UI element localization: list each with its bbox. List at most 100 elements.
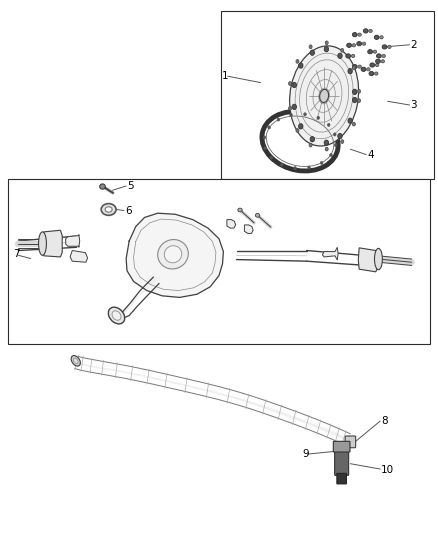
- Ellipse shape: [325, 41, 328, 45]
- Ellipse shape: [352, 122, 355, 126]
- Ellipse shape: [361, 67, 366, 71]
- Ellipse shape: [380, 36, 383, 39]
- Ellipse shape: [348, 68, 352, 74]
- Ellipse shape: [348, 118, 352, 124]
- Ellipse shape: [352, 66, 355, 70]
- Ellipse shape: [375, 63, 379, 67]
- Ellipse shape: [308, 166, 311, 169]
- Text: 6: 6: [125, 206, 131, 215]
- Ellipse shape: [309, 45, 312, 49]
- Ellipse shape: [374, 35, 379, 39]
- Ellipse shape: [289, 82, 292, 85]
- Ellipse shape: [292, 83, 297, 88]
- Ellipse shape: [292, 104, 297, 109]
- Ellipse shape: [290, 114, 292, 117]
- Bar: [8, 179, 430, 344]
- Polygon shape: [322, 247, 338, 260]
- Ellipse shape: [290, 46, 359, 146]
- Ellipse shape: [158, 239, 188, 269]
- Ellipse shape: [375, 59, 380, 63]
- Ellipse shape: [296, 60, 299, 63]
- Ellipse shape: [357, 99, 360, 102]
- Ellipse shape: [351, 54, 355, 58]
- Ellipse shape: [334, 143, 337, 147]
- Ellipse shape: [309, 143, 312, 147]
- Polygon shape: [126, 213, 223, 297]
- Polygon shape: [70, 251, 88, 262]
- Ellipse shape: [367, 68, 370, 71]
- FancyBboxPatch shape: [335, 449, 349, 475]
- Ellipse shape: [341, 140, 344, 143]
- Ellipse shape: [363, 29, 368, 33]
- Text: 5: 5: [127, 181, 134, 191]
- Polygon shape: [43, 230, 62, 257]
- Ellipse shape: [296, 128, 299, 132]
- Text: 9: 9: [302, 449, 309, 459]
- Polygon shape: [244, 225, 253, 233]
- Polygon shape: [66, 235, 80, 247]
- Ellipse shape: [268, 126, 270, 129]
- Ellipse shape: [39, 232, 46, 255]
- Ellipse shape: [304, 112, 306, 116]
- Text: 8: 8: [381, 416, 388, 426]
- Ellipse shape: [357, 90, 360, 93]
- Text: 2: 2: [410, 40, 417, 50]
- Bar: [221, 11, 434, 179]
- Ellipse shape: [333, 133, 336, 136]
- Ellipse shape: [353, 98, 357, 103]
- Ellipse shape: [71, 356, 81, 366]
- Ellipse shape: [358, 65, 361, 68]
- Ellipse shape: [262, 111, 338, 171]
- Ellipse shape: [310, 50, 314, 55]
- Ellipse shape: [373, 50, 377, 53]
- Ellipse shape: [100, 184, 105, 189]
- Ellipse shape: [352, 64, 357, 69]
- Text: 3: 3: [410, 100, 417, 110]
- Ellipse shape: [299, 124, 303, 129]
- Ellipse shape: [324, 140, 328, 146]
- Ellipse shape: [105, 207, 112, 212]
- Ellipse shape: [369, 29, 372, 33]
- Ellipse shape: [358, 33, 361, 36]
- Ellipse shape: [310, 136, 314, 142]
- Ellipse shape: [362, 42, 366, 45]
- Ellipse shape: [353, 89, 357, 94]
- Ellipse shape: [317, 116, 320, 119]
- Ellipse shape: [255, 213, 260, 217]
- Ellipse shape: [374, 248, 382, 270]
- Ellipse shape: [270, 156, 273, 159]
- Ellipse shape: [327, 123, 330, 126]
- Ellipse shape: [108, 307, 125, 324]
- Ellipse shape: [376, 54, 381, 58]
- Ellipse shape: [289, 107, 292, 110]
- Text: 1: 1: [222, 71, 229, 81]
- Ellipse shape: [388, 45, 391, 49]
- FancyBboxPatch shape: [345, 436, 356, 448]
- Ellipse shape: [346, 54, 350, 58]
- Ellipse shape: [382, 45, 387, 49]
- Ellipse shape: [352, 44, 356, 47]
- Polygon shape: [227, 220, 236, 228]
- Ellipse shape: [164, 246, 182, 263]
- Ellipse shape: [74, 358, 78, 364]
- FancyBboxPatch shape: [337, 473, 346, 484]
- Ellipse shape: [277, 118, 280, 121]
- Ellipse shape: [325, 147, 328, 151]
- Ellipse shape: [280, 163, 283, 166]
- Ellipse shape: [347, 43, 351, 47]
- Ellipse shape: [299, 63, 303, 68]
- Ellipse shape: [382, 54, 385, 58]
- Ellipse shape: [338, 133, 342, 139]
- Ellipse shape: [320, 90, 328, 102]
- Ellipse shape: [101, 204, 116, 215]
- Ellipse shape: [112, 311, 121, 320]
- Ellipse shape: [238, 208, 242, 212]
- Ellipse shape: [324, 46, 328, 52]
- Ellipse shape: [368, 50, 372, 54]
- Text: 10: 10: [381, 465, 394, 475]
- Ellipse shape: [352, 33, 357, 37]
- Ellipse shape: [263, 136, 266, 139]
- FancyBboxPatch shape: [333, 441, 350, 452]
- Ellipse shape: [338, 53, 342, 59]
- Ellipse shape: [370, 63, 374, 67]
